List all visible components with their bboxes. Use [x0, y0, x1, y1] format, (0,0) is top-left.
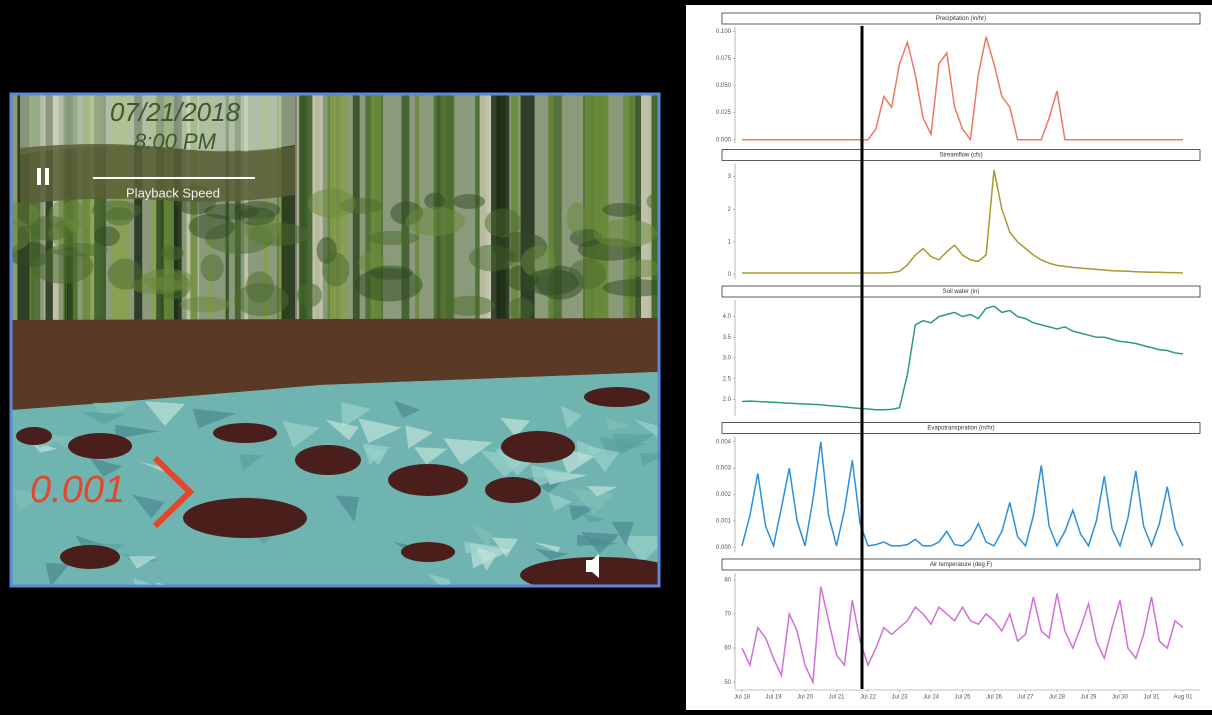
foliage [204, 203, 258, 219]
x-tick-label: Jul 26 [986, 695, 1003, 701]
y-tick-label: 2.0 [723, 397, 732, 403]
tree [480, 95, 490, 325]
strip-title: Soil water (in) [943, 289, 980, 295]
x-tick-label: Jul 28 [1049, 695, 1066, 701]
y-tick-label: 0.100 [716, 29, 732, 35]
y-tick-label: 0.075 [716, 56, 732, 62]
chart-panel [686, 5, 1212, 710]
foliage [508, 297, 534, 320]
foliage [453, 194, 485, 209]
strip-title: Precipitation (in/hr) [936, 16, 986, 22]
foliage [201, 254, 224, 281]
y-tick-label: 0.000 [716, 137, 732, 143]
foliage [94, 226, 120, 246]
foliage [602, 203, 640, 217]
x-tick-label: Jul 18 [734, 695, 751, 701]
foliage [405, 207, 464, 236]
foliage [647, 193, 668, 210]
x-tick-label: Jul 20 [797, 695, 814, 701]
date: 07/21/2018 [110, 97, 241, 127]
x-tick-label: Jul 30 [1112, 695, 1129, 701]
foliage [108, 259, 143, 290]
x-tick-label: Jul 25 [954, 695, 971, 701]
y-tick-label: 0.001 [716, 518, 732, 524]
x-tick-label: Jul 21 [828, 695, 845, 701]
y-tick-label: 0.003 [716, 466, 732, 472]
strip-title: Evapotranspiration (in/hr) [927, 426, 994, 432]
forest-scene: 07/21/2018 8:00 PM Playback Speed 0.001 [0, 95, 680, 605]
y-tick-label: 80 [724, 577, 731, 583]
foliage [92, 200, 141, 220]
foliage [297, 283, 322, 307]
foliage [161, 246, 184, 261]
foliage [62, 200, 83, 230]
y-tick-label: 60 [724, 646, 731, 652]
foliage [308, 189, 356, 218]
x-tick-label: Jul 27 [1017, 695, 1034, 701]
strip-title: Streamflow (cfs) [939, 153, 982, 159]
tree [585, 95, 599, 325]
foliage [354, 268, 422, 301]
y-tick-label: 0.000 [716, 545, 732, 551]
y-tick-label: 70 [724, 612, 731, 618]
foliage [593, 219, 657, 247]
foliage [245, 271, 274, 302]
foliage [628, 260, 660, 278]
y-tick-label: 0.050 [716, 83, 732, 89]
tree [511, 95, 518, 325]
screen: 07/21/2018 8:00 PM Playback Speed 0.001 … [0, 0, 1212, 710]
y-tick-label: 4.0 [723, 314, 732, 320]
x-tick-label: Jul 29 [1080, 695, 1097, 701]
x-tick-label: Jul 31 [1143, 695, 1160, 701]
y-tick-label: 3.5 [723, 335, 732, 341]
x-tick-label: Jul 22 [860, 695, 877, 701]
playback-label: Playback Speed [126, 185, 220, 200]
foliage [567, 202, 587, 234]
foliage [424, 193, 445, 209]
y-tick-label: 50 [724, 680, 731, 686]
foliage [141, 269, 193, 291]
foliage [524, 269, 578, 295]
y-tick-label: 0.004 [716, 439, 732, 445]
y-tick-label: 0.025 [716, 110, 732, 116]
x-tick-label: Jul 23 [891, 695, 908, 701]
foliage [180, 297, 230, 312]
y-tick-label: 3.0 [723, 356, 732, 362]
foliage [445, 296, 495, 316]
rate: 0.001 [30, 469, 125, 511]
foliage [485, 209, 522, 238]
y-tick-label: 2.5 [723, 376, 732, 382]
strip-title: Air temperature (deg F) [930, 562, 992, 568]
foliage [32, 249, 94, 284]
x-tick-label: Jul 19 [765, 695, 782, 701]
x-tick-label: Aug 01 [1173, 695, 1193, 701]
foliage [368, 231, 420, 245]
x-tick-label: Jul 24 [923, 695, 940, 701]
foliage [322, 253, 349, 287]
y-tick-label: 0.002 [716, 492, 732, 498]
time: 8:00 PM [134, 129, 217, 154]
